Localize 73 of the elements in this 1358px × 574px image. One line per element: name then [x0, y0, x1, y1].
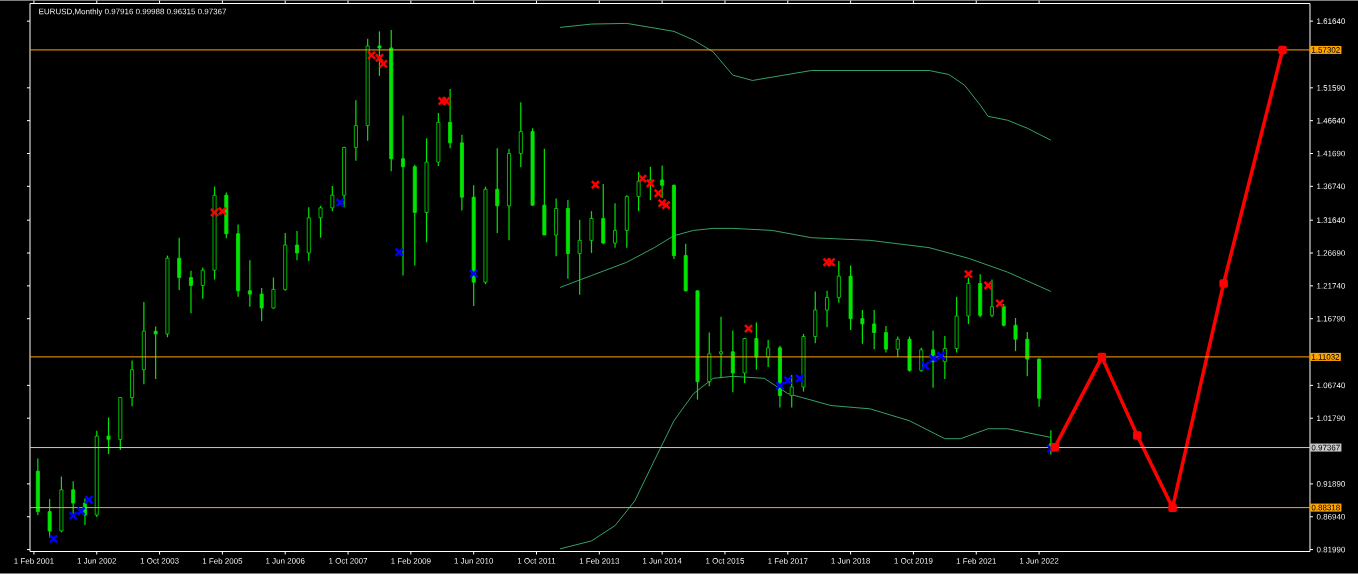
- point: [468, 268, 479, 279]
- candlestick: [872, 309, 877, 350]
- candlestick: [860, 309, 865, 345]
- point: [76, 506, 86, 517]
- candlestick: [153, 326, 158, 380]
- candlestick: [1025, 331, 1030, 378]
- candlestick: [730, 330, 735, 394]
- point: [661, 200, 671, 211]
- point: [1168, 503, 1177, 513]
- candlestick: [1013, 317, 1018, 352]
- line-series: [559, 228, 1052, 293]
- point: [645, 178, 656, 189]
- candlestick: [247, 259, 252, 308]
- point: [743, 324, 754, 334]
- candlestick: [271, 277, 276, 310]
- candlestick: [295, 230, 299, 262]
- candlestick: [613, 202, 617, 249]
- candlestick: [660, 165, 665, 199]
- point: [378, 59, 389, 69]
- line-series: [559, 376, 1052, 550]
- candlestick: [330, 185, 335, 212]
- candlestick: [495, 147, 500, 234]
- point: [963, 269, 974, 280]
- point: [920, 361, 930, 371]
- candlestick: [353, 100, 358, 162]
- point: [783, 375, 793, 386]
- candlestick: [448, 88, 453, 149]
- candlestick: [259, 287, 264, 323]
- candlestick: [766, 339, 771, 368]
- point: [983, 280, 993, 291]
- candlestick: [1001, 303, 1006, 328]
- point: [1219, 279, 1228, 288]
- point: [657, 198, 667, 209]
- candlestick: [825, 290, 830, 329]
- point: [1046, 444, 1056, 454]
- candlestick: [577, 219, 582, 296]
- point: [653, 188, 663, 199]
- candlestick: [754, 322, 759, 371]
- candlestick: [518, 102, 523, 169]
- candlestick: [318, 205, 323, 239]
- point: [1278, 45, 1287, 55]
- point: [437, 96, 448, 107]
- point: [995, 298, 1005, 309]
- candlestick: [589, 210, 594, 254]
- point: [826, 257, 836, 268]
- candlestick: [200, 267, 205, 300]
- candlestick: [106, 417, 111, 455]
- point: [441, 96, 451, 107]
- point: [335, 197, 345, 208]
- point: [637, 174, 648, 184]
- point: [1097, 353, 1107, 362]
- point: [48, 534, 59, 544]
- candlestick: [883, 325, 888, 354]
- candlestick: [177, 237, 182, 291]
- candlestick: [47, 498, 52, 539]
- candlestick: [836, 260, 841, 304]
- candlestick: [189, 270, 193, 315]
- point: [775, 381, 785, 391]
- point: [1132, 431, 1142, 440]
- candlestick: [789, 374, 794, 409]
- point: [84, 495, 94, 505]
- candlestick: [636, 171, 641, 212]
- point: [68, 511, 78, 521]
- candlestick: [989, 279, 994, 319]
- candlestick: [895, 336, 900, 358]
- candlestick: [719, 316, 724, 379]
- point: [1050, 443, 1060, 452]
- candlestick: [401, 115, 405, 277]
- point: [394, 247, 404, 258]
- candlestick: [71, 480, 76, 516]
- point: [822, 257, 832, 268]
- point: [794, 373, 805, 384]
- point: [590, 180, 601, 190]
